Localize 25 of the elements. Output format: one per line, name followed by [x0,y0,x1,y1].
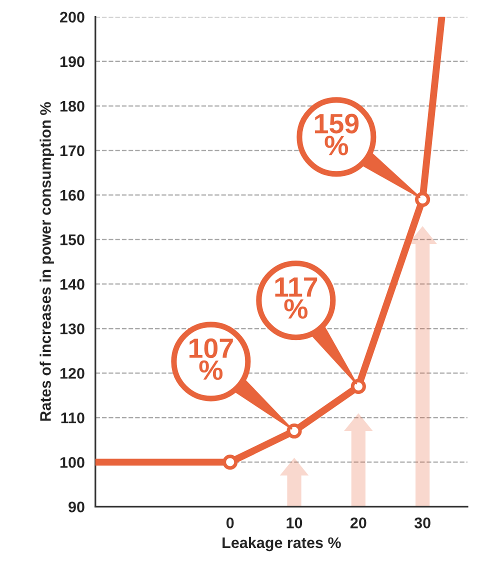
x-tick-label: 0 [226,518,234,528]
y-tick-label: 140 [60,278,84,290]
point [286,423,302,439]
y-tick-label: 180 [60,100,84,112]
x-tick-label: 10 [286,518,302,528]
y-tick-label: 150 [60,234,84,246]
annotation: 107 % [190,338,233,380]
y-axis-title: Rates of increases in power consumption % [40,102,54,421]
y-tick-label: 110 [61,412,84,424]
annotation: 159 % [315,114,359,156]
y-tick-label: 100 [60,457,84,468]
y-tick-label: 160 [60,190,84,201]
x-tick-label: 30 [414,518,430,528]
y-tick-label: 130 [60,323,84,334]
y-tick-label: 120 [60,368,84,379]
y-tick-label: 170 [60,145,84,156]
annotation: 117 % [275,278,318,319]
y-tick-label: 200 [60,12,84,23]
y-tick-label: 190 [60,56,84,68]
point [222,454,238,470]
x-axis-title: Leakage rates % [222,536,341,552]
point [415,192,430,207]
x-tick-label: 20 [350,518,366,528]
y-tick-label: 90 [68,502,84,512]
point [350,378,366,394]
